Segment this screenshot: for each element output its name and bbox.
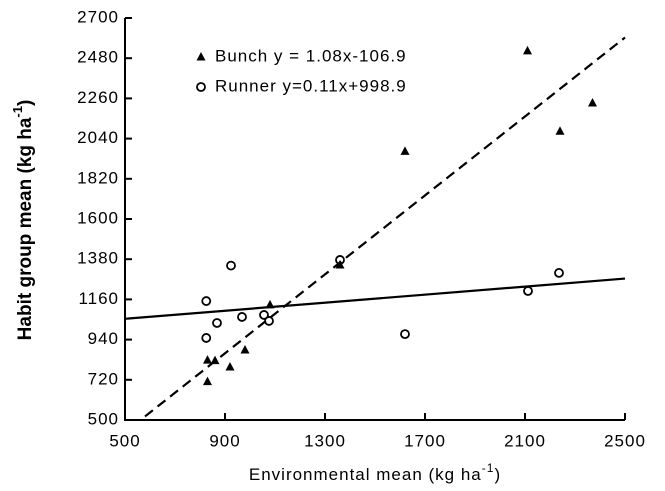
point [240,345,250,354]
point [210,355,220,365]
fit-line [144,36,626,418]
point [225,362,235,371]
point [201,296,212,306]
legend-label: Runner y=0.11x+998.9 [215,76,407,95]
y-tick-label: 1380 [77,249,119,268]
point [259,310,269,320]
y-tick-label: 720 [88,369,119,388]
y-axis-label: Habit group mean (kg ha-1) [10,100,36,341]
point [400,146,410,155]
x-tick-label: 1700 [404,431,446,450]
legend-label: Bunch y = 1.08x-106.9 [215,46,407,65]
point [237,312,247,322]
point [201,333,212,343]
x-tick-label: 900 [209,431,240,450]
y-tick-label: 1820 [77,168,119,187]
y-tick-label: 2040 [77,128,119,147]
y-tick-label: 1160 [78,289,119,308]
point [588,97,597,107]
point [226,260,236,271]
y-tick-label: 2700 [77,7,119,26]
point [212,318,222,328]
y-tick-label: 940 [88,329,119,348]
x-tick-label: 2500 [604,431,646,450]
y-tick-label: 2480 [77,48,119,67]
x-tick-label: 1300 [304,431,346,450]
fit-line [124,277,626,320]
point [203,376,212,386]
legend-marker [196,52,206,61]
point [400,329,410,340]
y-tick-label: 2260 [77,88,119,107]
y-tick-label: 1600 [77,208,119,227]
point [523,45,532,55]
legend-marker [196,82,206,92]
point [203,355,212,364]
point [335,255,345,265]
x-tick-label: 500 [109,431,140,450]
point [523,286,533,296]
point [555,126,565,135]
y-tick-label: 500 [88,409,119,428]
point [554,268,564,278]
point [264,316,274,326]
x-tick-label: 2100 [504,431,546,450]
x-axis-label: Environmental mean (kg ha-1) [249,461,501,484]
